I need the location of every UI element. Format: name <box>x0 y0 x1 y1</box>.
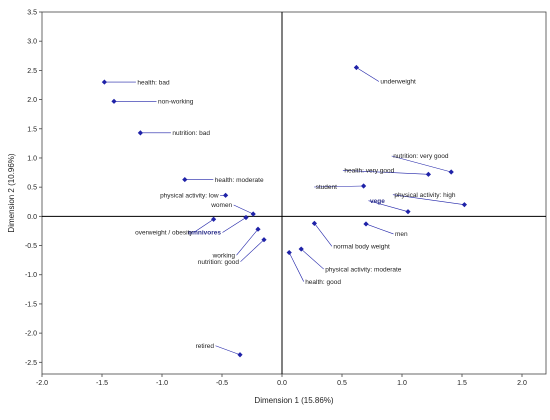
x-tick-label: 1.0 <box>397 380 407 387</box>
data-points: health: bad non-working nutrition: bad unde… <box>101 64 467 358</box>
data-point-label: retired <box>196 343 215 350</box>
x-tick-label: -1.0 <box>156 380 168 387</box>
data-point-label: student <box>316 184 338 191</box>
y-tick-label: 3.5 <box>27 10 37 17</box>
point-leader-line <box>233 204 254 215</box>
x-tick-label: 2.0 <box>517 380 527 387</box>
data-point-marker <box>101 79 107 85</box>
plot-frame <box>41 11 547 375</box>
data-point-label: omnivores <box>188 230 221 237</box>
point-leader-line <box>236 229 259 256</box>
data-point-marker <box>261 237 267 243</box>
data-point-label: physical activity: moderate <box>325 266 402 273</box>
x-axis-ticks: -2.0 -1.5 -1.0 -0.5 0.0 0.5 1.0 1.5 2.0 <box>36 374 527 387</box>
data-point-label: nutrition: good <box>198 259 240 266</box>
y-tick-label: 1.5 <box>27 126 37 133</box>
point-leader-line <box>314 185 364 188</box>
data-point-marker <box>137 130 143 136</box>
data-point-marker <box>363 221 369 227</box>
data-point-marker <box>250 211 256 217</box>
point-leader-line <box>314 223 333 247</box>
point-leader-line <box>342 170 429 175</box>
data-point-label: health: bad <box>137 79 170 86</box>
y-tick-label: 3.0 <box>27 39 37 46</box>
data-point-marker <box>461 202 467 208</box>
data-point-marker <box>405 209 411 215</box>
data-point-label: vege <box>370 198 385 205</box>
data-point-label: physical activity: low <box>160 193 219 200</box>
data-point-marker <box>111 98 117 104</box>
data-point-label: normal body weight <box>333 244 390 251</box>
data-point-label: health: good <box>305 279 341 286</box>
data-point-label: health: very good <box>344 168 394 175</box>
x-tick-label: 1.5 <box>457 380 467 387</box>
x-tick-label: -2.0 <box>36 380 48 387</box>
point-leader-line <box>301 248 324 270</box>
x-tick-label: 0.0 <box>277 380 287 387</box>
y-tick-label: -2.5 <box>25 360 37 367</box>
data-point-label: non-working <box>158 99 194 106</box>
y-axis-ticks: 3.5 3.0 2.5 2.0 1.5 1.0 0.5 0.0 -0.5 -1.0 -1.5 -2.0… <box>25 10 42 367</box>
point-leader-line <box>215 345 241 356</box>
data-point-marker <box>298 246 304 252</box>
point-leader-line <box>240 239 265 262</box>
point-leader-line <box>391 155 452 173</box>
data-point-label: physical activity: high <box>394 192 455 199</box>
data-point-marker <box>361 183 367 189</box>
data-point-label: nutrition: bad <box>172 130 210 137</box>
data-point-label: overweight / obesity <box>135 229 193 236</box>
data-point-marker <box>243 214 249 221</box>
data-point-marker <box>182 176 188 183</box>
data-point-marker <box>255 226 261 232</box>
y-tick-label: 0.5 <box>27 185 37 192</box>
point-leader-line <box>193 219 214 233</box>
data-point-marker <box>211 216 217 222</box>
x-tick-label: 0.5 <box>337 380 347 387</box>
x-tick-label: -0.5 <box>216 380 228 387</box>
x-axis-title: Dimension 1 (15.86%) <box>254 396 333 405</box>
point-leader-line <box>368 200 409 212</box>
data-point-label: health: moderate <box>215 177 264 184</box>
y-tick-label: -0.5 <box>25 243 37 250</box>
data-point-marker <box>353 64 359 71</box>
data-point-marker <box>311 220 317 226</box>
y-tick-label: -2.0 <box>25 331 37 338</box>
point-leader-line <box>288 252 304 282</box>
y-tick-label: 2.5 <box>27 68 37 75</box>
data-point-label: nutrition: very good <box>393 153 449 160</box>
data-point-marker <box>448 169 454 175</box>
point-leader-line <box>365 223 394 235</box>
y-tick-label: 1.0 <box>27 155 37 162</box>
y-tick-label: -1.5 <box>25 301 37 308</box>
data-point-marker <box>425 171 431 177</box>
point-leader-line <box>222 217 247 233</box>
data-point-label: underweight <box>380 79 416 86</box>
y-axis-title: Dimension 2 (10.96%) <box>7 153 16 232</box>
point-leader-line <box>392 194 465 205</box>
data-point-label: men <box>395 231 408 238</box>
data-point-marker <box>237 352 243 358</box>
y-tick-label: -1.0 <box>25 272 37 279</box>
data-point-label: women <box>210 202 232 209</box>
data-point-marker <box>286 249 292 256</box>
data-point-marker <box>223 192 229 198</box>
y-tick-label: 2.0 <box>27 97 37 104</box>
y-tick-label: 0.0 <box>27 214 37 221</box>
point-leader-line <box>356 67 380 82</box>
data-point-label: working <box>212 252 236 259</box>
x-tick-label: -1.5 <box>96 380 108 387</box>
